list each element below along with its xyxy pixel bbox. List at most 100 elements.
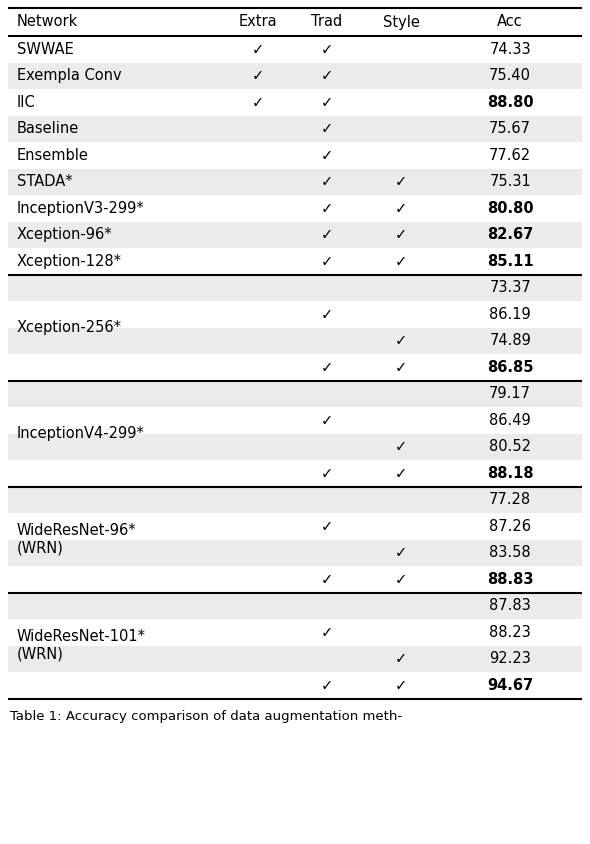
Text: ✓: ✓ bbox=[320, 413, 333, 428]
Text: ✓: ✓ bbox=[395, 466, 407, 481]
Text: InceptionV3-299*: InceptionV3-299* bbox=[17, 201, 145, 216]
Text: 77.28: 77.28 bbox=[489, 492, 532, 507]
Text: Extra: Extra bbox=[238, 14, 277, 30]
Bar bbox=[8, 116, 582, 142]
Text: ✓: ✓ bbox=[395, 201, 407, 216]
Text: 74.33: 74.33 bbox=[490, 41, 531, 57]
Text: Xception-128*: Xception-128* bbox=[17, 254, 122, 268]
Text: WideResNet-101*
(WRN): WideResNet-101* (WRN) bbox=[17, 630, 146, 662]
Bar bbox=[8, 62, 582, 89]
Text: Baseline: Baseline bbox=[17, 122, 79, 136]
Text: ✓: ✓ bbox=[395, 678, 407, 693]
Text: ✓: ✓ bbox=[395, 360, 407, 375]
Text: 94.67: 94.67 bbox=[487, 678, 533, 693]
Text: 75.31: 75.31 bbox=[489, 174, 531, 189]
Text: 88.18: 88.18 bbox=[487, 466, 533, 481]
Text: 73.37: 73.37 bbox=[489, 280, 531, 295]
Text: ✓: ✓ bbox=[395, 652, 407, 666]
Bar bbox=[8, 274, 582, 301]
Bar bbox=[8, 248, 582, 274]
Bar bbox=[8, 539, 582, 566]
Text: ✓: ✓ bbox=[320, 148, 333, 163]
Text: Style: Style bbox=[383, 14, 419, 30]
Text: 77.62: 77.62 bbox=[489, 148, 532, 163]
Text: 86.49: 86.49 bbox=[489, 413, 531, 428]
Text: ✓: ✓ bbox=[320, 227, 333, 242]
Text: ✓: ✓ bbox=[320, 254, 333, 268]
Text: 88.80: 88.80 bbox=[487, 95, 533, 110]
Text: 75.40: 75.40 bbox=[489, 68, 531, 84]
Bar bbox=[8, 354, 582, 381]
Text: Table 1: Accuracy comparison of data augmentation meth-: Table 1: Accuracy comparison of data aug… bbox=[10, 710, 402, 723]
Text: ✓: ✓ bbox=[395, 545, 407, 560]
Bar bbox=[8, 646, 582, 672]
Text: 80.52: 80.52 bbox=[489, 439, 531, 454]
Text: ✓: ✓ bbox=[320, 122, 333, 136]
Text: ✓: ✓ bbox=[320, 201, 333, 216]
Text: 80.80: 80.80 bbox=[487, 201, 533, 216]
Text: Xception-256*: Xception-256* bbox=[17, 320, 122, 335]
Text: ✓: ✓ bbox=[395, 571, 407, 587]
Text: 75.67: 75.67 bbox=[489, 122, 531, 136]
Text: SWWAE: SWWAE bbox=[17, 41, 73, 57]
Text: ✓: ✓ bbox=[320, 519, 333, 533]
Text: ✓: ✓ bbox=[320, 678, 333, 693]
Text: 85.11: 85.11 bbox=[487, 254, 533, 268]
Text: Exempla Conv: Exempla Conv bbox=[17, 68, 121, 84]
Bar bbox=[8, 407, 582, 434]
Text: Network: Network bbox=[17, 14, 78, 30]
Text: ✓: ✓ bbox=[395, 439, 407, 454]
Text: ✓: ✓ bbox=[251, 68, 264, 84]
Bar bbox=[8, 301, 582, 327]
Text: 88.23: 88.23 bbox=[489, 625, 531, 640]
Text: 87.26: 87.26 bbox=[489, 519, 531, 533]
Bar bbox=[8, 513, 582, 539]
Text: ✓: ✓ bbox=[320, 68, 333, 84]
Text: 92.23: 92.23 bbox=[489, 652, 531, 666]
Text: ✓: ✓ bbox=[320, 360, 333, 375]
Bar bbox=[8, 8, 582, 36]
Text: 83.58: 83.58 bbox=[490, 545, 531, 560]
Text: 79.17: 79.17 bbox=[489, 387, 531, 401]
Text: InceptionV4-299*: InceptionV4-299* bbox=[17, 426, 145, 441]
Text: 87.83: 87.83 bbox=[489, 598, 531, 614]
Bar bbox=[8, 169, 582, 195]
Text: 86.19: 86.19 bbox=[489, 306, 531, 322]
Bar bbox=[8, 195, 582, 221]
Bar bbox=[8, 327, 582, 354]
Text: ✓: ✓ bbox=[251, 95, 264, 110]
Text: Trad: Trad bbox=[311, 14, 342, 30]
Bar bbox=[8, 381, 582, 407]
Text: 82.67: 82.67 bbox=[487, 227, 533, 242]
Bar bbox=[8, 36, 582, 62]
Bar bbox=[8, 142, 582, 169]
Bar bbox=[8, 460, 582, 486]
Bar bbox=[8, 89, 582, 116]
Text: ✓: ✓ bbox=[251, 41, 264, 57]
Bar bbox=[8, 592, 582, 619]
Text: STADA*: STADA* bbox=[17, 174, 72, 189]
Text: ✓: ✓ bbox=[320, 571, 333, 587]
Bar bbox=[8, 672, 582, 699]
Text: ✓: ✓ bbox=[395, 333, 407, 349]
Text: ✓: ✓ bbox=[395, 227, 407, 242]
Bar bbox=[8, 221, 582, 248]
Text: ✓: ✓ bbox=[320, 625, 333, 640]
Text: Ensemble: Ensemble bbox=[17, 148, 88, 163]
Text: 74.89: 74.89 bbox=[489, 333, 531, 349]
Bar bbox=[8, 566, 582, 592]
Bar bbox=[8, 486, 582, 513]
Text: ✓: ✓ bbox=[395, 174, 407, 189]
Text: ✓: ✓ bbox=[395, 254, 407, 268]
Text: IIC: IIC bbox=[17, 95, 35, 110]
Text: Xception-96*: Xception-96* bbox=[17, 227, 112, 242]
Bar bbox=[8, 619, 582, 646]
Text: ✓: ✓ bbox=[320, 41, 333, 57]
Text: ✓: ✓ bbox=[320, 306, 333, 322]
Text: Acc: Acc bbox=[497, 14, 523, 30]
Bar bbox=[8, 434, 582, 460]
Text: ✓: ✓ bbox=[320, 466, 333, 481]
Text: ✓: ✓ bbox=[320, 174, 333, 189]
Text: 88.83: 88.83 bbox=[487, 571, 533, 587]
Text: 86.85: 86.85 bbox=[487, 360, 533, 375]
